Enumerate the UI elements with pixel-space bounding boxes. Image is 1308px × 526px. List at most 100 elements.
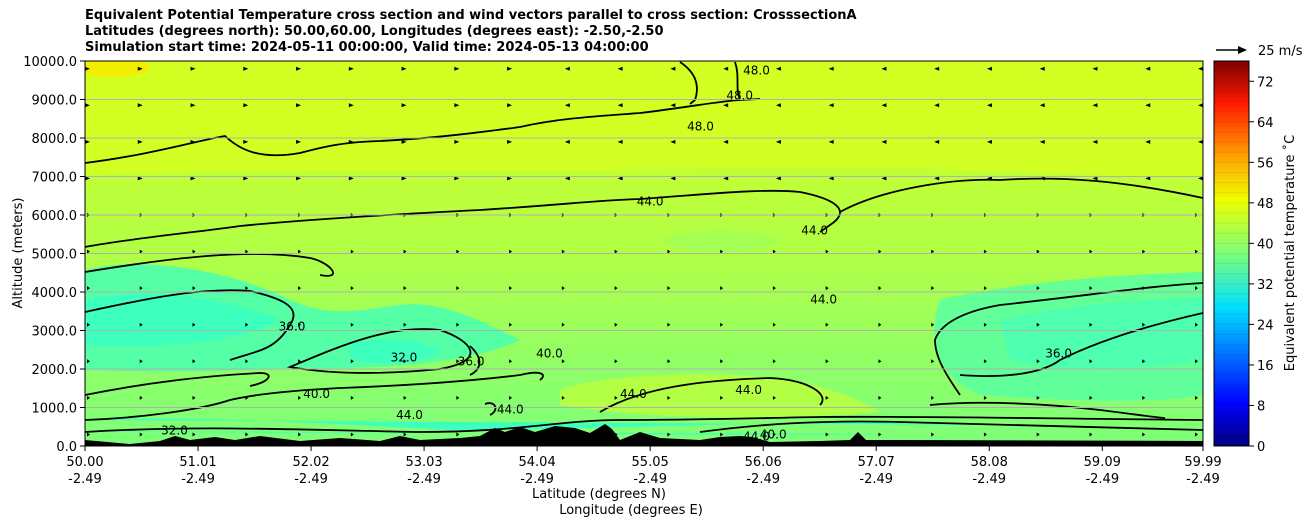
wind-arrow <box>1145 176 1151 181</box>
wind-arrow <box>931 249 935 254</box>
y-tick-label: 7000.0 <box>32 171 78 186</box>
wind-arrow <box>137 103 143 108</box>
y-tick-label: 1000.0 <box>32 402 78 417</box>
colorbar-tick-label: 8 <box>1257 399 1265 414</box>
wind-arrow <box>245 249 249 254</box>
y-tick-label: 0.0 <box>56 440 77 455</box>
contour-labels: 48.0 48.0 48.0 44.0 44.0 44.0 36.0 32.0 36.0 40.0… <box>161 64 1072 444</box>
wind-arrow <box>509 286 513 291</box>
wind-arrow <box>137 66 143 71</box>
colorbar-tick-label: 56 <box>1257 156 1274 171</box>
wind-arrow <box>139 286 143 291</box>
wind-arrow <box>670 103 676 108</box>
wind-arrow <box>828 176 834 181</box>
y-tick-label: 6000.0 <box>32 209 78 224</box>
wind-arrow <box>1142 432 1146 437</box>
wind-arrow <box>137 176 143 181</box>
wind-arrow <box>1142 359 1146 364</box>
wind-arrow <box>828 139 834 144</box>
wind-arrow <box>1092 66 1098 71</box>
wind-arrow <box>1036 359 1040 364</box>
chart-title-line2: Latitudes (degrees north): 50.00,60.00, … <box>85 24 664 39</box>
colorbar-tick-label: 64 <box>1257 116 1274 131</box>
wind-arrow <box>1089 359 1093 364</box>
wind-arrow <box>983 432 987 437</box>
wind-arrow <box>456 395 460 400</box>
wind-arrow <box>881 66 887 71</box>
wind-arrow <box>775 176 781 181</box>
wind-arrow <box>614 286 618 291</box>
x-tick-label-lon: -2.49 <box>1085 472 1119 487</box>
wind-arrow <box>1092 176 1098 181</box>
contour-label: 44.0 <box>743 429 770 443</box>
wind-arrow <box>507 176 513 181</box>
wind-arrow <box>934 139 940 144</box>
wind-arrow <box>190 66 196 71</box>
wind-arrow <box>1039 103 1045 108</box>
wind-arrow <box>1195 249 1198 254</box>
wind-arrow <box>85 176 90 181</box>
contour-label: 48.0 <box>687 119 714 133</box>
x-tick-label-lat: 51.01 <box>179 455 216 470</box>
colorbar-tick-label: 0 <box>1257 440 1265 455</box>
wind-arrow <box>1198 139 1203 144</box>
wind-arrow <box>881 176 887 181</box>
contour-label: 40.0 <box>536 347 563 361</box>
wind-arrow <box>670 176 676 181</box>
wind-arrow <box>507 103 513 108</box>
wind-arrow <box>456 286 460 291</box>
wind-arrow <box>403 432 407 437</box>
quiver-key-label: 25 m/s <box>1258 44 1303 59</box>
wind-arrow <box>564 139 570 144</box>
contour-label: 44.0 <box>620 387 647 401</box>
wind-arrow <box>1198 103 1203 108</box>
wind-arrow <box>454 176 460 181</box>
wind-arrow <box>1036 395 1040 400</box>
wind-arrow <box>509 432 513 437</box>
wind-arrow <box>350 286 354 291</box>
wind-arrow <box>825 322 829 327</box>
wind-arrow <box>243 103 249 108</box>
wind-arrow <box>931 432 935 437</box>
wind-arrow <box>1039 66 1045 71</box>
wind-arrow <box>878 249 882 254</box>
wind-arrow <box>825 359 829 364</box>
wind-arrow <box>723 103 729 108</box>
x-tick-label-lat: 59.99 <box>1184 455 1221 470</box>
wind-arrow <box>350 322 354 327</box>
colorbar-tick-label: 48 <box>1257 197 1274 212</box>
chart-title-line3: Simulation start time: 2024-05-11 00:00:… <box>85 40 649 55</box>
wind-arrow <box>1195 322 1198 327</box>
wind-arrow <box>348 139 354 144</box>
y-tick-label: 5000.0 <box>32 248 78 263</box>
wind-arrow <box>348 66 354 71</box>
wind-arrow <box>245 322 249 327</box>
wind-arrow <box>1198 176 1203 181</box>
x-tick-label-lon: -2.49 <box>294 472 328 487</box>
wind-arrow <box>614 395 618 400</box>
wind-arrow <box>617 103 623 108</box>
wind-arrow <box>403 395 407 400</box>
x-tick-label-lon: -2.49 <box>407 472 441 487</box>
contour-label: 44.0 <box>810 293 837 307</box>
wind-arrow <box>772 432 776 437</box>
y-axis-label: Altitude (meters) <box>11 198 26 309</box>
wind-arrow <box>1142 395 1146 400</box>
wind-arrow <box>561 395 565 400</box>
contour-label: 36.0 <box>458 354 485 368</box>
wind-arrow <box>296 176 302 181</box>
colorbar-tick-label: 24 <box>1257 318 1274 333</box>
contour-label: 40.0 <box>760 427 787 441</box>
wind-arrow <box>1089 322 1093 327</box>
wind-arrow <box>1039 176 1045 181</box>
wind-arrow <box>931 286 935 291</box>
colorbar-levels <box>1214 70 1249 437</box>
wind-arrow <box>243 66 249 71</box>
wind-arrow <box>878 395 882 400</box>
colorbar-tick-label: 40 <box>1257 237 1274 252</box>
wind-arrow <box>720 432 724 437</box>
y-tick-label: 10000.0 <box>23 55 77 70</box>
wind-arrow <box>298 249 302 254</box>
wind-arrow <box>983 249 987 254</box>
wind-arrow <box>350 395 354 400</box>
